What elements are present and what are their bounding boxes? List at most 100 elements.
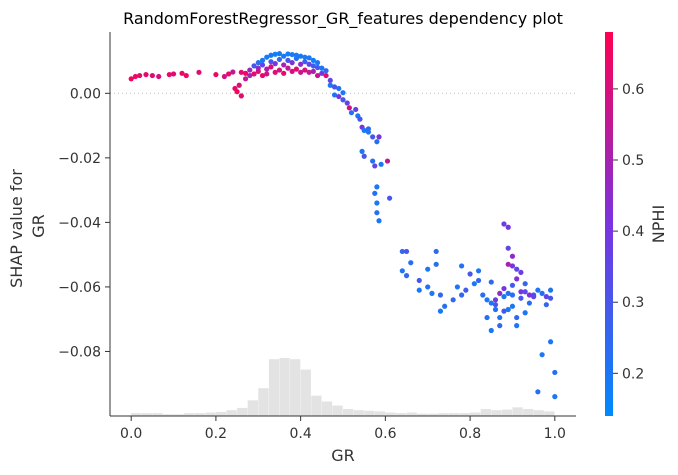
data-point bbox=[285, 57, 291, 63]
data-point bbox=[484, 297, 490, 303]
histogram-bar bbox=[523, 409, 534, 416]
histogram-bar bbox=[290, 359, 301, 416]
data-point bbox=[319, 70, 325, 76]
data-point bbox=[255, 68, 261, 74]
x-tick-label: 1.0 bbox=[544, 426, 566, 442]
histogram-bar bbox=[353, 410, 364, 416]
data-point bbox=[276, 51, 283, 57]
data-point bbox=[514, 266, 520, 272]
x-tick-label: 0.4 bbox=[290, 426, 312, 442]
data-point bbox=[535, 287, 541, 293]
data-point bbox=[509, 263, 516, 269]
data-point bbox=[128, 76, 134, 82]
histogram-bar bbox=[459, 413, 470, 416]
data-point bbox=[166, 71, 172, 78]
data-point bbox=[539, 352, 545, 358]
data-point bbox=[268, 64, 274, 70]
data-point bbox=[306, 61, 312, 67]
y-tick-label: −0.02 bbox=[58, 151, 101, 167]
data-point bbox=[433, 248, 439, 255]
data-point bbox=[238, 69, 244, 75]
histogram-bar bbox=[470, 412, 481, 416]
data-point bbox=[331, 92, 338, 98]
data-point bbox=[416, 277, 422, 284]
data-point bbox=[236, 82, 242, 88]
histogram-bar bbox=[321, 401, 333, 416]
x-tick-label: 0.8 bbox=[459, 426, 481, 442]
histogram bbox=[131, 358, 555, 416]
data-point bbox=[156, 73, 162, 80]
histogram-bar bbox=[480, 409, 491, 416]
data-point bbox=[285, 65, 291, 71]
data-point bbox=[509, 303, 516, 309]
data-point bbox=[289, 68, 295, 74]
histogram-bar bbox=[279, 358, 290, 416]
data-point bbox=[314, 64, 321, 71]
data-point bbox=[374, 139, 380, 145]
y-ticks: 0.00 −0.02 −0.04 −0.06 −0.08 bbox=[58, 86, 110, 360]
data-point bbox=[255, 60, 261, 66]
data-point bbox=[281, 62, 287, 68]
x-tick-label: 0.2 bbox=[205, 426, 227, 442]
data-point bbox=[433, 261, 439, 267]
chart-title: RandomForestRegressor_GR_features depend… bbox=[123, 9, 563, 29]
colorbar-tick-label: 0.2 bbox=[622, 366, 644, 382]
histogram-bar bbox=[427, 413, 439, 416]
data-point bbox=[384, 158, 391, 164]
data-point bbox=[306, 69, 312, 75]
data-point bbox=[505, 261, 511, 267]
data-point bbox=[518, 269, 524, 276]
histogram-bar bbox=[268, 359, 280, 416]
histogram-bar bbox=[258, 388, 269, 416]
data-point bbox=[132, 73, 139, 80]
colorbar-tick-label: 0.6 bbox=[622, 82, 644, 98]
histogram-bar bbox=[205, 412, 216, 416]
data-point bbox=[518, 295, 524, 301]
data-point bbox=[247, 67, 253, 73]
data-point bbox=[376, 218, 382, 224]
data-point bbox=[298, 61, 304, 67]
histogram-bar bbox=[162, 414, 174, 416]
colorbar-label: NPHI bbox=[649, 205, 668, 243]
data-point bbox=[259, 57, 266, 63]
data-point bbox=[346, 105, 352, 111]
data-point bbox=[374, 210, 380, 216]
y-axis-label-line-2: GR bbox=[29, 214, 48, 238]
data-point bbox=[359, 148, 365, 154]
data-point bbox=[327, 77, 333, 84]
colorbar bbox=[605, 32, 613, 416]
data-point bbox=[302, 54, 308, 60]
x-axis-label: GR bbox=[331, 446, 355, 465]
data-point bbox=[234, 89, 240, 95]
data-point bbox=[276, 67, 283, 73]
data-point bbox=[425, 266, 431, 272]
data-point bbox=[183, 72, 189, 79]
data-point bbox=[505, 224, 511, 230]
data-point bbox=[242, 70, 249, 76]
data-point bbox=[340, 97, 346, 103]
histogram-bar bbox=[131, 413, 142, 416]
histogram-bar bbox=[215, 411, 227, 416]
data-point bbox=[323, 68, 329, 74]
data-point bbox=[526, 292, 533, 298]
data-point bbox=[302, 67, 308, 73]
data-point bbox=[353, 106, 359, 113]
data-point bbox=[306, 55, 312, 61]
data-point bbox=[488, 300, 494, 306]
histogram-bar bbox=[501, 409, 513, 416]
data-point bbox=[259, 72, 266, 79]
data-point bbox=[509, 282, 516, 288]
colorbar-tick-label: 0.4 bbox=[622, 224, 644, 240]
data-point bbox=[268, 59, 274, 65]
data-point bbox=[361, 127, 367, 134]
data-point bbox=[514, 323, 520, 329]
data-point bbox=[170, 71, 177, 77]
y-tick-label: −0.06 bbox=[58, 280, 101, 296]
histogram-bar bbox=[194, 413, 206, 416]
data-point bbox=[399, 268, 405, 274]
y-tick-label: −0.08 bbox=[58, 344, 101, 360]
data-point bbox=[501, 294, 507, 300]
y-tick-label: 0.00 bbox=[70, 86, 101, 102]
data-point bbox=[247, 72, 253, 79]
data-point bbox=[310, 63, 316, 69]
